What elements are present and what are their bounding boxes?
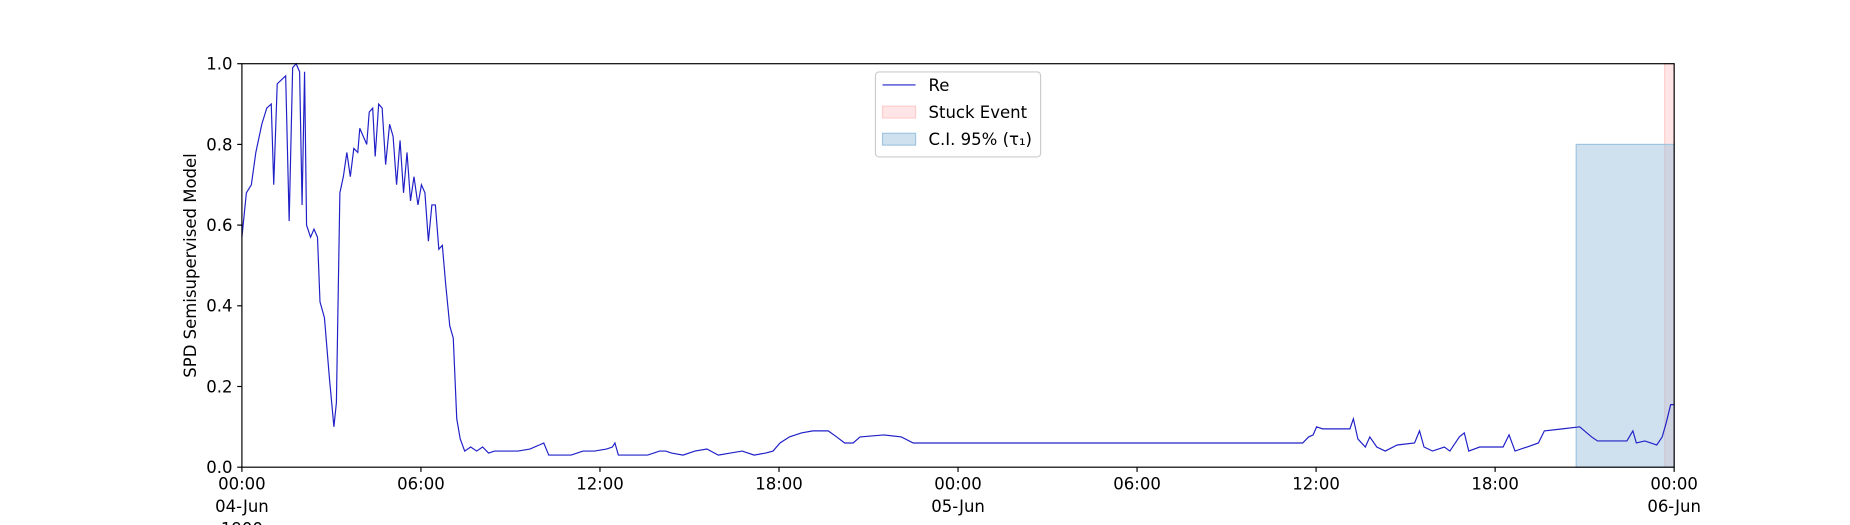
y-axis-label: SPD Semisupervised Model bbox=[181, 153, 200, 377]
legend-label: C.I. 95% (τ₁) bbox=[929, 130, 1032, 149]
legend-swatch bbox=[881, 132, 917, 146]
data-line bbox=[241, 62, 1675, 456]
legend-box bbox=[874, 71, 1042, 158]
x-tick-label: 18:00 bbox=[1471, 475, 1519, 494]
x-tick-label: 12:00 bbox=[576, 475, 624, 494]
x-tick-label: 06:00 bbox=[397, 475, 445, 494]
x-tick-label: 00:00 05-Jun bbox=[931, 475, 985, 516]
x-tick-label: 06:00 bbox=[1113, 475, 1161, 494]
x-tick-label: 18:00 bbox=[755, 475, 803, 494]
y-tick-label: 0.6 bbox=[206, 216, 232, 235]
legend-label: Re bbox=[929, 76, 950, 95]
y-tick-label: 0.0 bbox=[206, 458, 232, 477]
y-tick-label: 0.4 bbox=[206, 297, 232, 316]
x-tick-label: 00:00 06-Jun bbox=[1647, 475, 1701, 516]
y-tick-label: 0.2 bbox=[206, 377, 232, 396]
y-tick-label: 0.8 bbox=[206, 135, 232, 154]
span bbox=[1575, 143, 1675, 468]
x-tick-label: 12:00 bbox=[1292, 475, 1340, 494]
legend-label: Stuck Event bbox=[929, 103, 1028, 122]
legend-swatch bbox=[881, 105, 917, 119]
y-tick-label: 1.0 bbox=[206, 55, 232, 74]
